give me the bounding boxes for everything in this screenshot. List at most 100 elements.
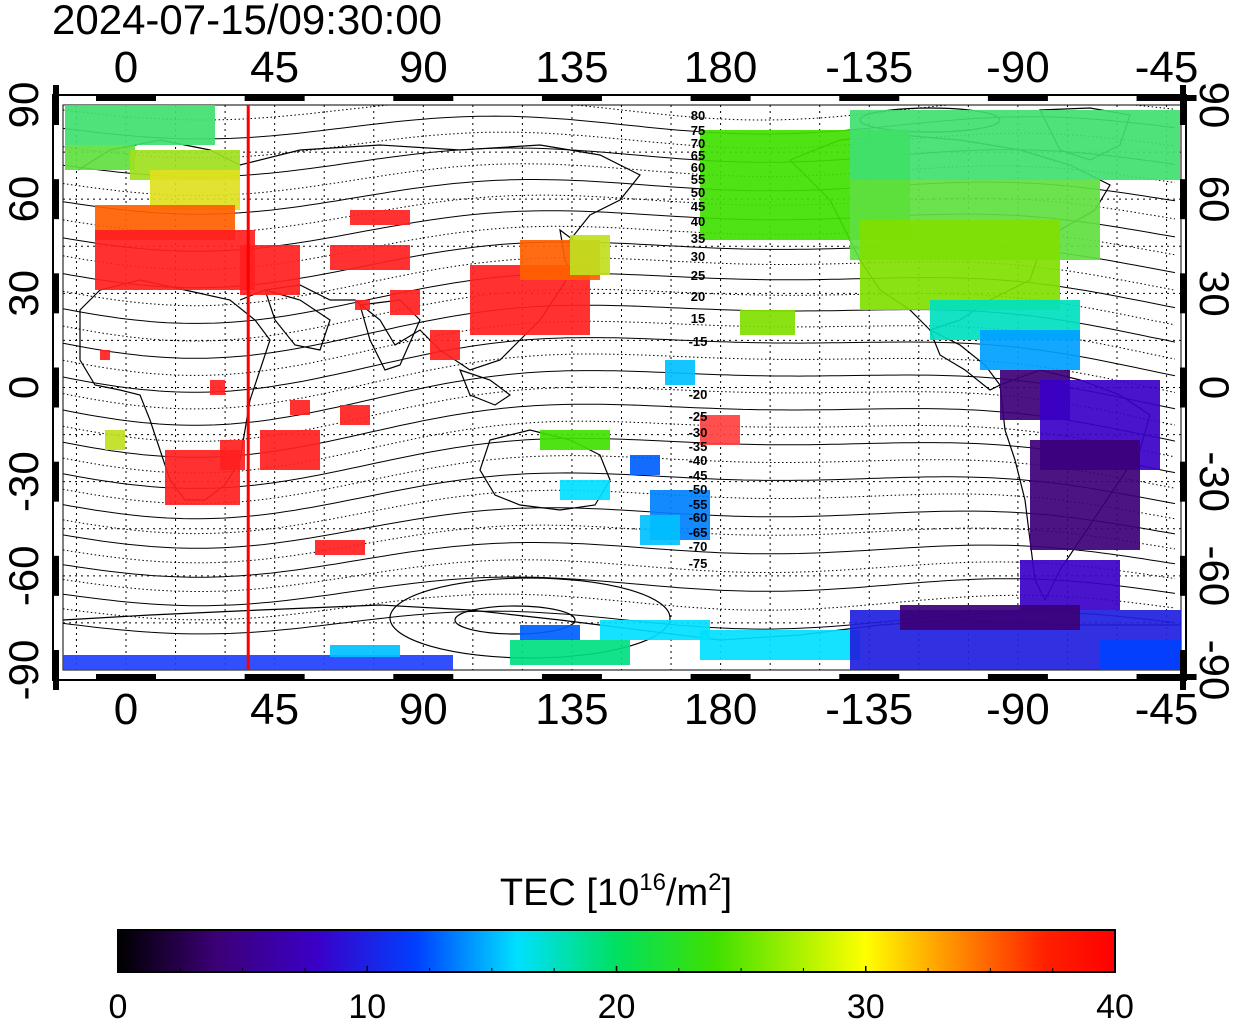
tec-patch: [315, 540, 365, 555]
tec-patch: [100, 350, 110, 360]
bottom-tick-label: -135: [825, 685, 913, 734]
contour-label: 70: [691, 136, 705, 151]
bottom-tick-mark: [1136, 674, 1197, 680]
colorbar-tick-label: 30: [847, 988, 885, 1021]
colorbar-ticks: 0 10 20 30 40: [109, 966, 1134, 1021]
right-tick-mark: [1180, 85, 1186, 125]
contour-label: -65: [689, 525, 708, 540]
right-tick-label: 60: [1191, 176, 1235, 223]
top-tick-mark: [1136, 95, 1197, 101]
colorbar-tick-label: 10: [348, 988, 386, 1021]
tec-patch: [510, 640, 630, 665]
tec-patch: [630, 455, 660, 475]
tec-patch: [355, 300, 370, 310]
top-tick-label: 90: [399, 43, 448, 92]
tec-patch: [150, 170, 240, 210]
contour-label: -55: [689, 497, 708, 512]
bottom-tick-mark: [690, 674, 751, 680]
colorbar-title-exp2: 2: [708, 869, 721, 896]
contour-label: -75: [689, 556, 708, 571]
top-tick-label: -135: [825, 43, 913, 92]
colorbar-title: TEC [1016/m2]: [500, 869, 732, 914]
contour-label: -70: [689, 539, 708, 554]
contour-label: 50: [691, 185, 705, 200]
left-tick-label: -90: [0, 640, 47, 701]
tec-patch: [430, 330, 460, 360]
tec-patch: [260, 430, 320, 470]
top-tick-mark: [244, 95, 305, 101]
contour-label: 45: [691, 199, 705, 214]
bottom-tick-mark: [987, 674, 1048, 680]
tec-patch: [540, 430, 610, 450]
contour-label: -50: [689, 482, 708, 497]
left-tick-label: -30: [0, 451, 47, 512]
right-tick-mark: [1180, 273, 1186, 314]
bottom-tick-mark: [244, 674, 305, 680]
tec-patch: [600, 620, 710, 640]
right-tick-label: -60: [1191, 545, 1235, 606]
right-tick-mark: [1180, 555, 1186, 596]
tec-patch: [330, 245, 410, 270]
top-tick-label: -90: [986, 43, 1050, 92]
tec-patch: [900, 605, 1080, 630]
colorbar-title-prefix: TEC [10: [500, 872, 639, 914]
bottom-tick-label: 45: [250, 685, 299, 734]
contour-line: [63, 225, 1176, 271]
contour-line: [63, 420, 1176, 474]
tec-patch: [340, 405, 370, 425]
left-tick-label: 60: [0, 176, 47, 223]
tec-patch: [520, 625, 580, 640]
tec-patch: [700, 415, 740, 445]
tec-patch: [1020, 560, 1120, 610]
left-tick-mark: [53, 461, 59, 502]
tec-patch: [65, 145, 135, 170]
right-tick-label: -30: [1191, 451, 1235, 512]
contour-label: -45: [689, 468, 708, 483]
right-tick-mark: [1180, 650, 1186, 690]
coastline-path: [264, 289, 331, 351]
right-tick-mark: [1180, 461, 1186, 502]
contour-label: -35: [689, 439, 708, 454]
top-tick-label: 45: [250, 43, 299, 92]
tec-patch: [330, 645, 400, 657]
top-tick-label: 135: [535, 43, 608, 92]
tec-patch: [850, 110, 1180, 180]
contour-line: [63, 455, 1176, 505]
bottom-tick-label: 0: [114, 685, 138, 734]
bottom-tick-label: -90: [986, 685, 1050, 734]
left-tick-mark: [53, 85, 59, 125]
axis-ticks: 0 45 90 135 180 -135 -90 -450 45 90 135 180 -135 -90-…: [0, 43, 1235, 734]
tec-patch: [390, 290, 420, 315]
top-tick-label: 180: [684, 43, 757, 92]
contour-label: 75: [691, 123, 705, 138]
bottom-tick-mark: [393, 674, 454, 680]
contour-label: 55: [691, 172, 705, 187]
contour-line: [63, 386, 1176, 442]
tec-patch: [640, 515, 680, 545]
contour-label: 25: [691, 268, 705, 283]
tec-patch: [560, 480, 610, 500]
contour-label: 80: [691, 108, 705, 123]
contour-label: 15: [691, 311, 705, 326]
contour-label: -20: [689, 387, 708, 402]
contour-ellipse: [454, 605, 576, 635]
bottom-tick-label: 135: [535, 685, 608, 734]
tec-patch: [65, 105, 215, 145]
bottom-tick-label: 180: [684, 685, 757, 734]
tec-patch: [740, 310, 795, 335]
right-tick-label: -90: [1191, 640, 1235, 701]
timestamp-title: 2024-07-15/09:30:00: [52, 0, 442, 43]
right-tick-mark: [1180, 179, 1186, 220]
left-tick-label: 30: [0, 270, 47, 317]
left-tick-mark: [53, 179, 59, 220]
contour-line: [63, 489, 1176, 535]
contour-label: 20: [691, 289, 705, 304]
left-tick-label: -60: [0, 545, 47, 606]
contour-line: [63, 257, 1176, 307]
top-tick-mark: [541, 95, 602, 101]
contour-label: 30: [691, 249, 705, 264]
tec-patch: [700, 630, 860, 660]
tec-patch: [860, 220, 1060, 310]
